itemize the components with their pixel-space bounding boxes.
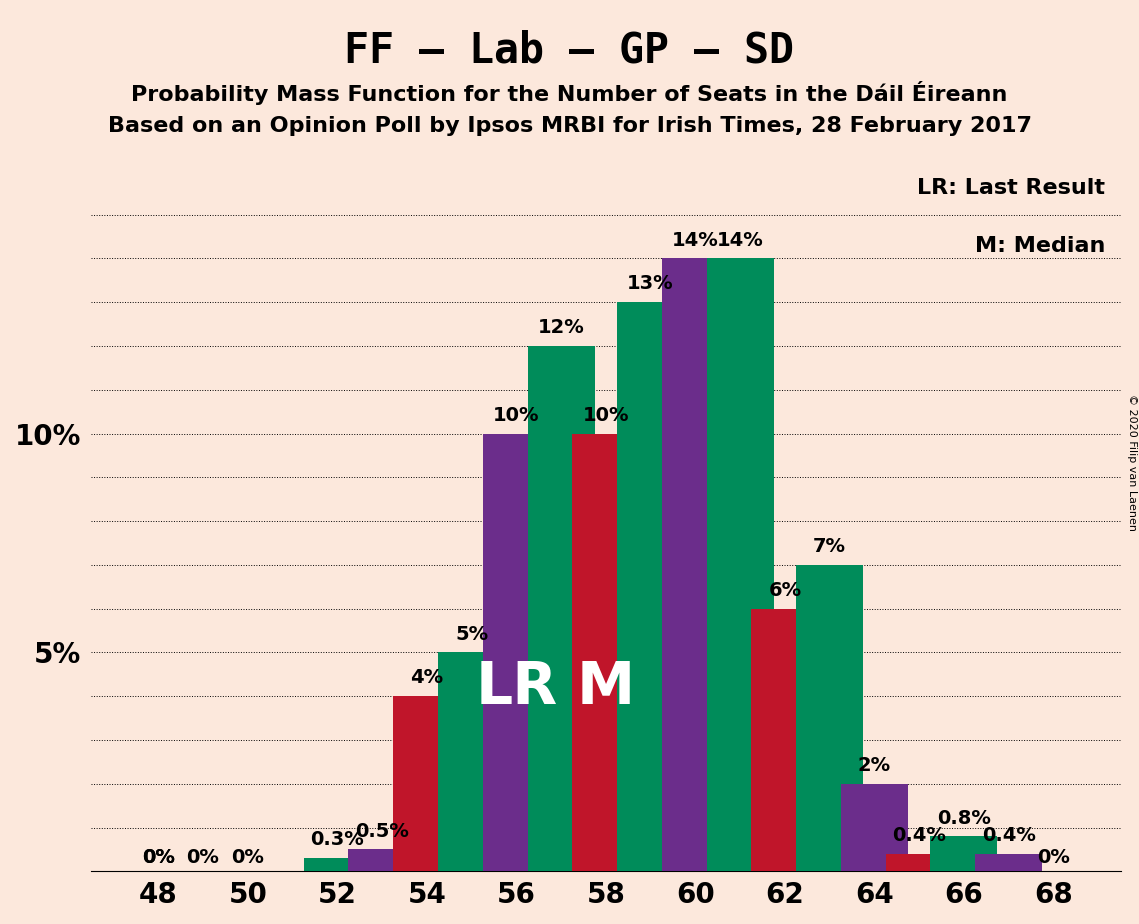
Bar: [841, 784, 908, 871]
Bar: [886, 854, 952, 871]
Text: 0.5%: 0.5%: [355, 821, 409, 841]
Text: Based on an Opinion Poll by Ipsos MRBI for Irish Times, 28 February 2017: Based on an Opinion Poll by Ipsos MRBI f…: [107, 116, 1032, 136]
Bar: [439, 652, 505, 871]
Text: LR: Last Result: LR: Last Result: [917, 178, 1105, 198]
Text: 0%: 0%: [141, 848, 174, 867]
Text: 0.4%: 0.4%: [982, 826, 1035, 845]
Text: 0.4%: 0.4%: [892, 826, 947, 845]
Text: Probability Mass Function for the Number of Seats in the Dáil Éireann: Probability Mass Function for the Number…: [131, 81, 1008, 105]
Bar: [706, 259, 773, 871]
Text: 0.8%: 0.8%: [937, 808, 991, 828]
Bar: [975, 854, 1042, 871]
Text: 2%: 2%: [858, 756, 891, 775]
Text: 0%: 0%: [1036, 848, 1070, 867]
Text: FF – Lab – GP – SD: FF – Lab – GP – SD: [344, 30, 795, 71]
Text: 0%: 0%: [231, 848, 264, 867]
Bar: [393, 696, 460, 871]
Text: 13%: 13%: [628, 274, 674, 294]
Text: 14%: 14%: [672, 231, 719, 249]
Text: M: M: [576, 659, 634, 716]
Bar: [349, 849, 416, 871]
Text: M: Median: M: Median: [975, 236, 1105, 256]
Bar: [796, 565, 863, 871]
Text: LR: LR: [475, 659, 557, 716]
Text: 0%: 0%: [141, 848, 174, 867]
Text: 0.3%: 0.3%: [311, 831, 364, 849]
Bar: [483, 433, 550, 871]
Bar: [572, 433, 639, 871]
Text: 7%: 7%: [813, 537, 846, 556]
Bar: [662, 259, 729, 871]
Text: 10%: 10%: [582, 406, 629, 425]
Bar: [931, 836, 998, 871]
Bar: [752, 609, 819, 871]
Text: 12%: 12%: [538, 318, 584, 337]
Bar: [304, 858, 371, 871]
Text: 5%: 5%: [454, 625, 489, 644]
Text: 14%: 14%: [716, 231, 763, 249]
Text: 4%: 4%: [410, 668, 443, 687]
Bar: [527, 346, 595, 871]
Text: 0%: 0%: [187, 848, 220, 867]
Bar: [617, 302, 685, 871]
Text: 6%: 6%: [769, 581, 802, 600]
Text: © 2020 Filip van Laenen: © 2020 Filip van Laenen: [1126, 394, 1137, 530]
Text: 10%: 10%: [493, 406, 540, 425]
